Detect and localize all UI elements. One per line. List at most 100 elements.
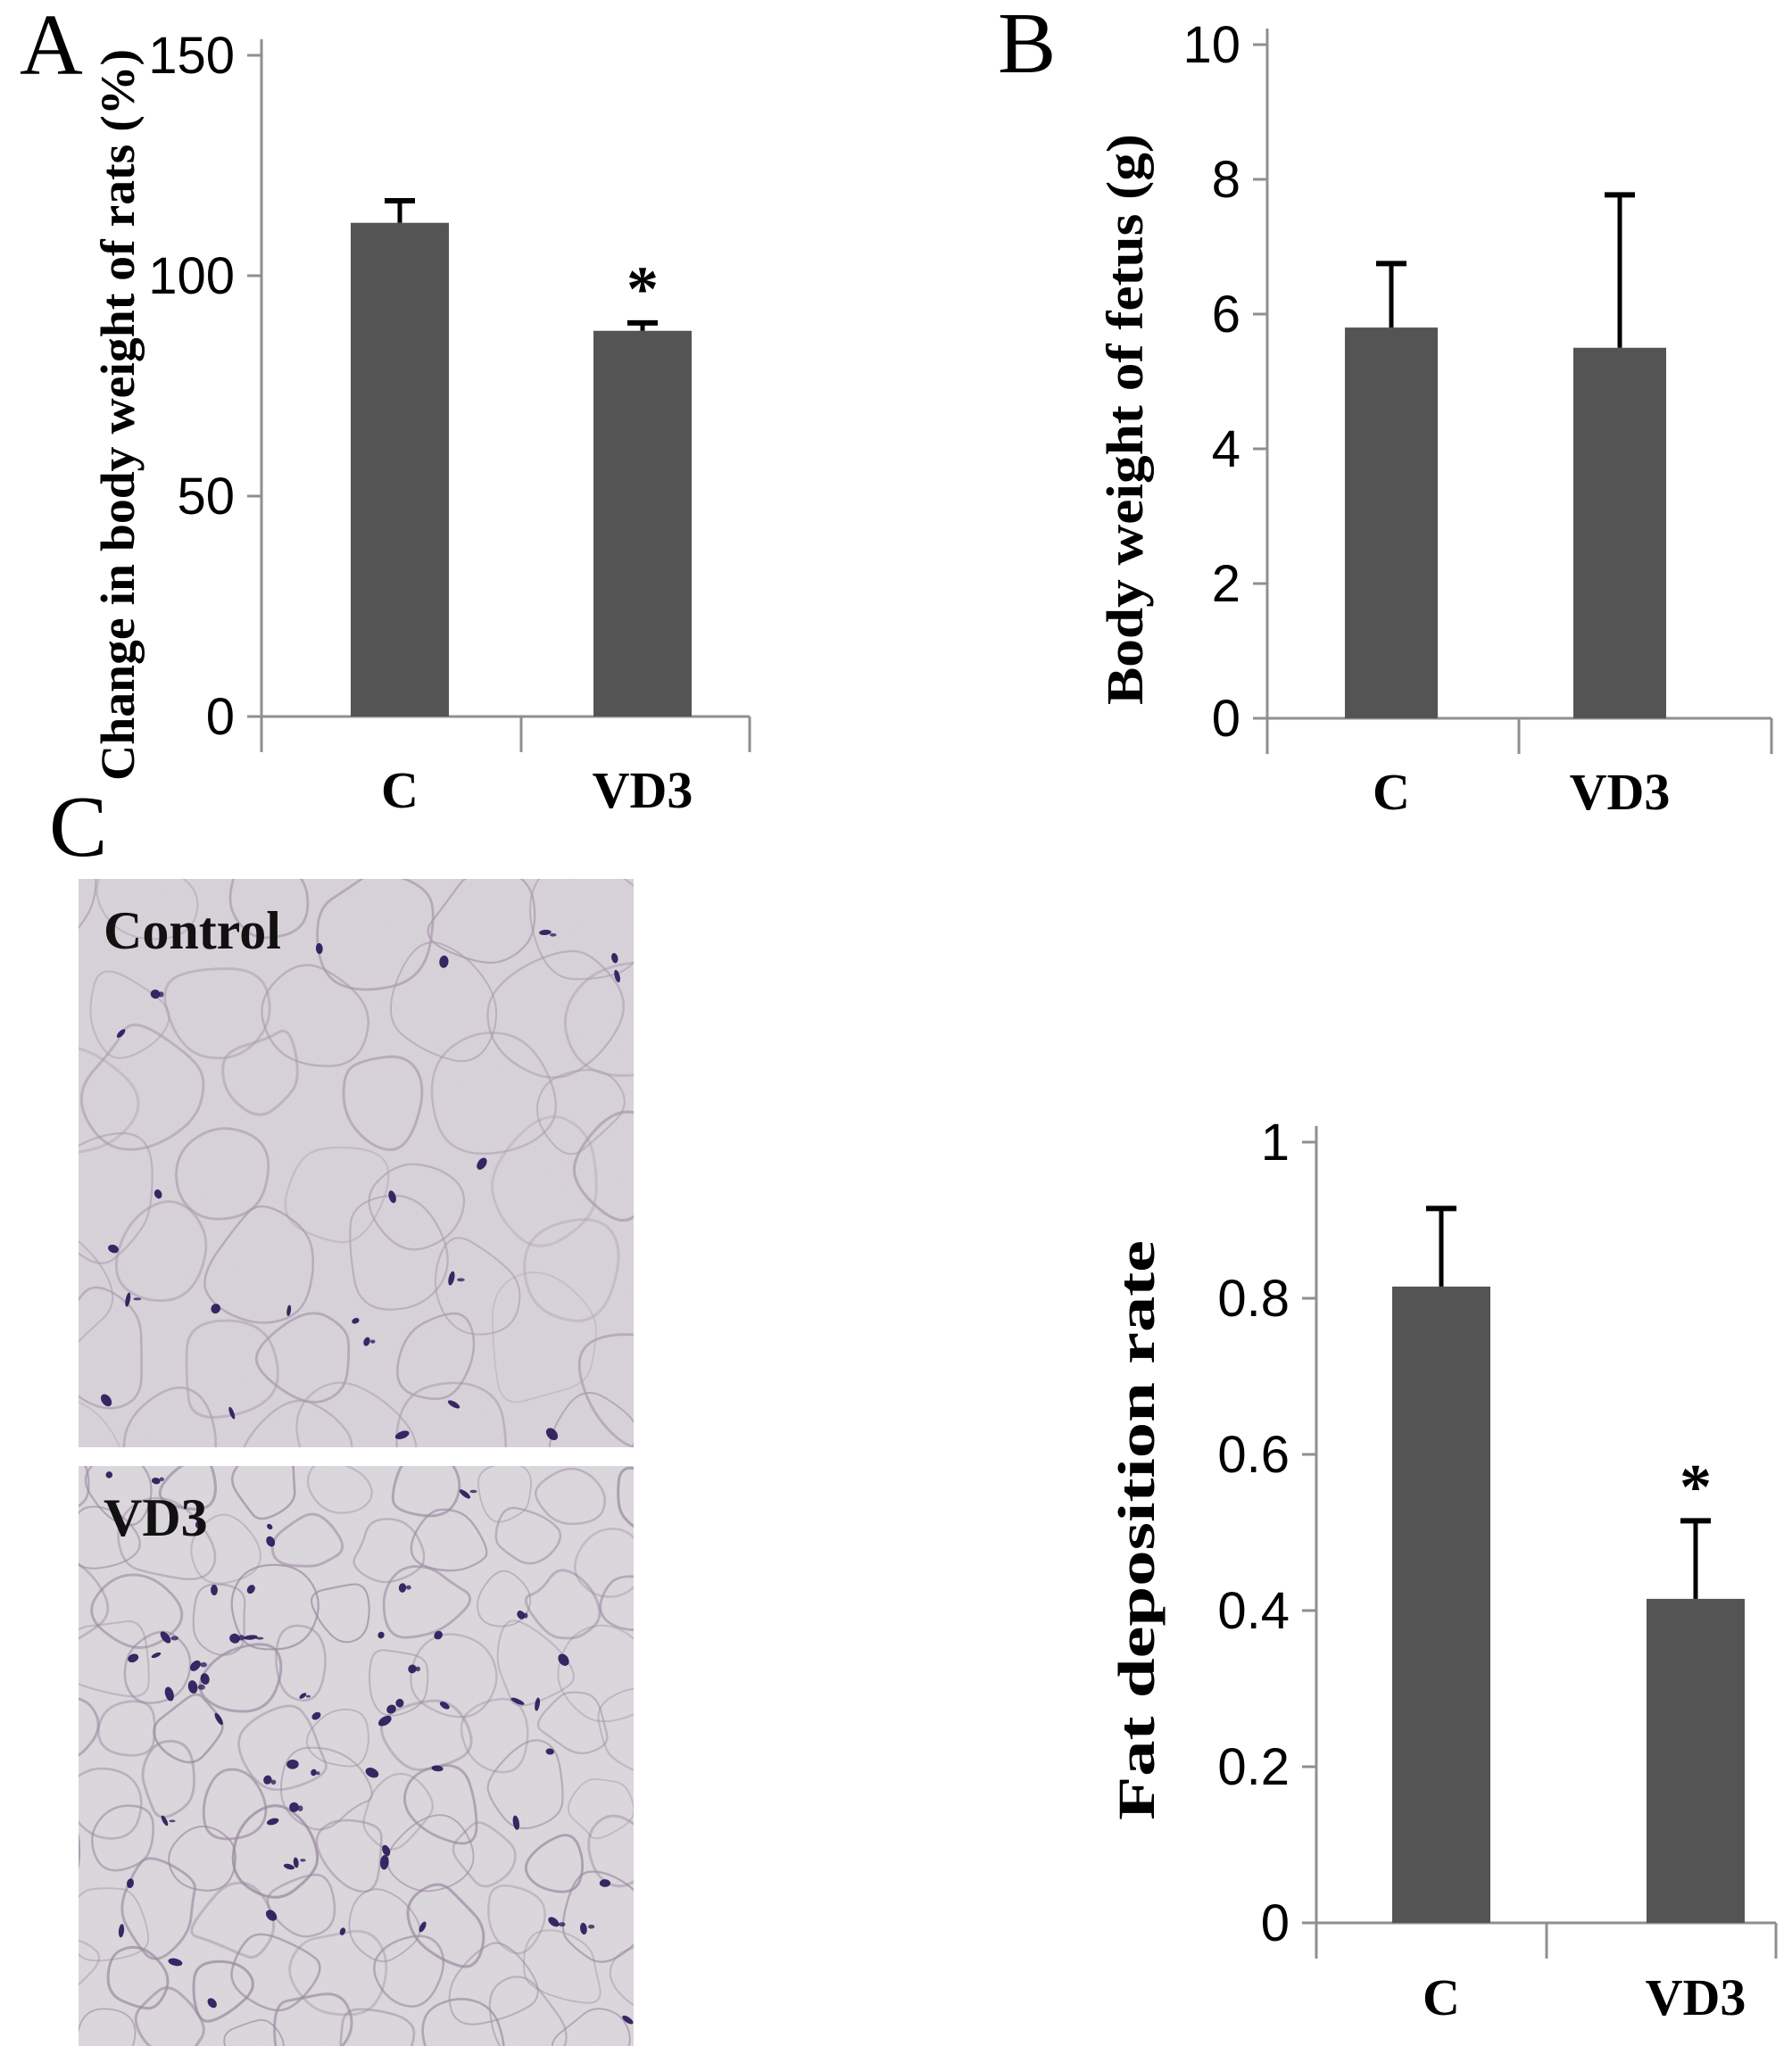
adipocyte-cell-outline bbox=[528, 879, 634, 981]
micrograph-label-vd3: VD3 bbox=[104, 1488, 208, 1547]
adipocyte-cell-outline bbox=[266, 1873, 336, 1938]
nucleus-dot bbox=[200, 1661, 208, 1668]
nucleus-dot bbox=[283, 1863, 295, 1870]
adipocyte-cell-outline bbox=[477, 1570, 532, 1628]
adipocyte-cell-outline bbox=[89, 970, 170, 1059]
micrograph-control: Control bbox=[79, 879, 634, 1447]
adipocyte-cell-outline bbox=[91, 1804, 154, 1872]
nucleus-dot bbox=[377, 1631, 385, 1639]
adipocyte-cell-outline bbox=[168, 1825, 236, 1892]
adipocyte-cell-outline bbox=[421, 1998, 505, 2046]
adipocyte-cell-outline bbox=[106, 1945, 170, 2010]
nucleus-dot bbox=[548, 1917, 560, 1927]
nucleus-dot bbox=[558, 1653, 569, 1666]
adipocyte-cell-outline bbox=[524, 1834, 585, 1893]
nucleus-dot bbox=[431, 1765, 444, 1772]
nucleus-dot bbox=[297, 1805, 303, 1811]
nucleus-dot bbox=[599, 1879, 610, 1887]
panel-a-label: A bbox=[20, 0, 83, 94]
nucleus-dot bbox=[439, 1702, 450, 1710]
adipocyte-cell-outline bbox=[192, 1959, 254, 2023]
nucleus-dot bbox=[286, 1759, 299, 1769]
adipocyte-cell-outline bbox=[342, 1055, 424, 1151]
adipocyte-cell-outline bbox=[237, 1704, 328, 1792]
adipocyte-cell-outline bbox=[574, 1528, 634, 1598]
nucleus-dot bbox=[246, 1585, 255, 1595]
nucleus-dot bbox=[382, 1844, 391, 1857]
adipocyte-cell-outline bbox=[228, 879, 310, 940]
adipocyte-cell-outline bbox=[494, 1506, 562, 1565]
y-tick-label: 100 bbox=[148, 247, 235, 305]
adipocyte-cell-outline bbox=[396, 1312, 476, 1400]
adipocyte-cell-outline bbox=[486, 1739, 564, 1830]
adipocyte-cell-outline bbox=[386, 1814, 475, 1893]
nucleus-dot bbox=[457, 1278, 465, 1282]
nucleus-dot bbox=[160, 1631, 171, 1644]
nucleus-dot bbox=[169, 1819, 176, 1823]
adipocyte-cell-outline bbox=[231, 1804, 319, 1899]
adipocyte-cell-outline bbox=[275, 1624, 327, 1702]
adipocyte-cell-outline bbox=[163, 967, 271, 1060]
nucleus-dot bbox=[408, 1664, 417, 1674]
adipocyte-cell-outline bbox=[279, 1746, 373, 1831]
y-axis-title: Change in body weight of rats (%) bbox=[91, 49, 145, 781]
adipocyte-cell-outline bbox=[175, 1127, 270, 1221]
nucleus-dot bbox=[286, 1305, 292, 1317]
adipocyte-cell-outline bbox=[563, 961, 634, 1077]
adipocyte-cell-outline bbox=[373, 1934, 445, 2008]
adipocyte-cell-outline bbox=[353, 1518, 426, 1584]
adipocyte-cell-outline bbox=[295, 1381, 418, 1447]
nucleus-dot bbox=[158, 991, 164, 998]
adipocyte-cell-outline bbox=[368, 1163, 466, 1251]
tissue-pattern bbox=[79, 1466, 634, 2046]
adipocyte-cell-outline bbox=[487, 1884, 546, 1955]
y-tick-label: 0.6 bbox=[1217, 1426, 1290, 1484]
nucleus-dot bbox=[265, 1909, 278, 1921]
panel-b-label: B bbox=[998, 0, 1057, 92]
nucleus-dot bbox=[211, 1304, 220, 1314]
bar-c bbox=[1345, 327, 1438, 718]
adipocyte-cell-outline bbox=[577, 1333, 634, 1447]
nucleus-dot bbox=[305, 1694, 311, 1698]
nucleus-dot bbox=[377, 1715, 392, 1727]
adipocyte-cell-outline bbox=[410, 1508, 488, 1572]
nucleus-dot bbox=[300, 1859, 306, 1862]
nucleus-dot bbox=[448, 1271, 455, 1286]
nucleus-dot bbox=[614, 970, 620, 982]
y-tick-label: 4 bbox=[1212, 420, 1240, 478]
nucleus-dot bbox=[211, 1585, 218, 1595]
adipocyte-cell-outline bbox=[79, 1697, 100, 1757]
adipocyte-cell-outline bbox=[496, 1619, 575, 1707]
adipocyte-cell-outline bbox=[597, 1687, 634, 1771]
adipocyte-cell-outline bbox=[390, 941, 498, 1063]
adipocyte-cell-outline bbox=[79, 1939, 101, 1986]
adipocyte-cell-outline bbox=[410, 1633, 498, 1719]
grain-overlay bbox=[79, 879, 634, 1447]
nucleus-dot bbox=[159, 1477, 164, 1482]
nucleus-dot bbox=[207, 1998, 217, 2009]
nucleus-dot bbox=[352, 1318, 360, 1324]
y-axis-title: Fat deposition rate bbox=[1108, 1240, 1166, 1820]
y-tick-label: 0 bbox=[206, 688, 235, 746]
adipocyte-cell-outline bbox=[477, 1466, 532, 1523]
category-label-c: C bbox=[381, 761, 419, 819]
nucleus-dot bbox=[133, 1297, 142, 1301]
adipocyte-cell-outline bbox=[305, 1708, 369, 1768]
y-tick-label: 150 bbox=[148, 27, 235, 85]
adipocyte-cell-outline bbox=[561, 1870, 634, 1963]
significance-asterisk: * bbox=[626, 253, 659, 325]
adipocyte-cell-outline bbox=[96, 1700, 156, 1757]
adipocyte-cell-outline bbox=[348, 1888, 421, 1963]
y-tick-label: 1 bbox=[1261, 1114, 1290, 1172]
y-tick-label: 0 bbox=[1261, 1894, 1290, 1952]
adipocyte-cell-outline bbox=[382, 1565, 472, 1639]
adipocyte-cell-outline bbox=[79, 1767, 143, 1840]
nucleus-dot bbox=[105, 1471, 113, 1479]
adipocyte-cell-outline bbox=[486, 949, 625, 1079]
adipocyte-cell-outline bbox=[534, 1467, 607, 1526]
nucleus-dot bbox=[270, 1779, 277, 1785]
adipocyte-cell-outline bbox=[369, 1649, 429, 1717]
nucleus-dot bbox=[311, 1711, 321, 1720]
adipocyte-cell-outline bbox=[349, 1194, 449, 1311]
adipocyte-cell-outline bbox=[273, 1992, 353, 2046]
